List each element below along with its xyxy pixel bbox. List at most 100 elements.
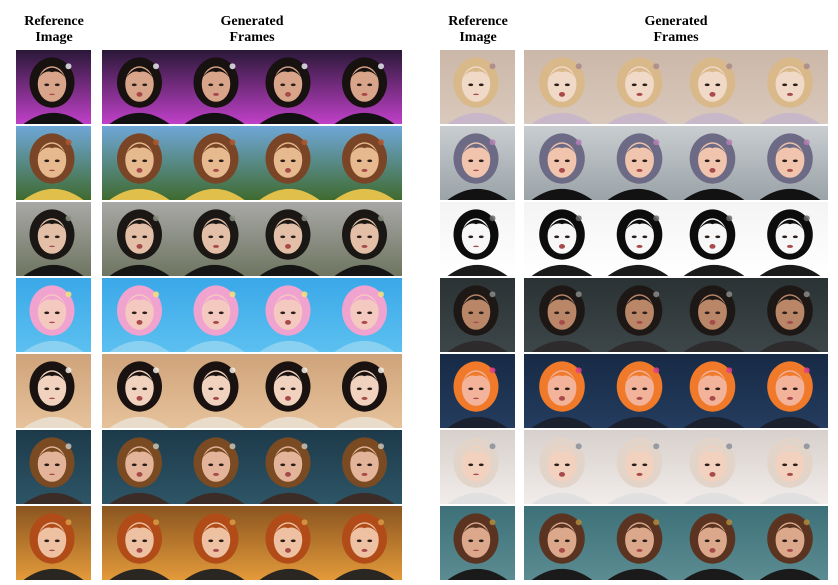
generated-frame — [102, 202, 177, 276]
reference-portrait — [440, 506, 515, 580]
generated-portrait — [102, 50, 177, 124]
generated-frame — [600, 430, 676, 504]
generated-frame — [252, 202, 327, 276]
generated-frame — [252, 430, 327, 504]
reference-portrait — [16, 202, 91, 276]
generated-portrait — [252, 50, 327, 124]
generated-portrait — [676, 50, 752, 124]
generated-frame — [524, 506, 600, 580]
reference-image — [16, 126, 91, 200]
reference-image — [440, 278, 515, 352]
generated-frame — [102, 278, 177, 352]
reference-portrait — [16, 430, 91, 504]
generated-portrait — [676, 506, 752, 580]
reference-image — [16, 506, 91, 580]
right-generated-header: Generated Frames — [524, 14, 828, 46]
generated-portrait — [252, 506, 327, 580]
reference-portrait — [16, 354, 91, 428]
generated-portrait — [524, 354, 600, 428]
generated-portrait — [600, 202, 676, 276]
reference-image — [16, 430, 91, 504]
generated-portrait — [676, 430, 752, 504]
generated-portrait — [102, 126, 177, 200]
generated-frame — [676, 126, 752, 200]
generated-portrait — [252, 278, 327, 352]
generated-portrait — [600, 430, 676, 504]
generated-frame — [327, 202, 402, 276]
right-reference-header-line2: Image — [459, 30, 497, 45]
generated-portrait — [600, 126, 676, 200]
generated-portrait — [177, 506, 252, 580]
generated-frame — [177, 506, 252, 580]
reference-image — [440, 430, 515, 504]
generated-portrait — [327, 506, 402, 580]
reference-image — [16, 278, 91, 352]
generated-frame — [177, 430, 252, 504]
reference-portrait — [16, 278, 91, 352]
generated-frame — [676, 202, 752, 276]
generated-frame — [102, 506, 177, 580]
generated-frame — [252, 278, 327, 352]
generated-frame — [600, 50, 676, 124]
reference-portrait — [440, 202, 515, 276]
reference-portrait — [440, 50, 515, 124]
reference-portrait — [440, 278, 515, 352]
left-reference-header-line1: Reference — [24, 14, 84, 29]
generated-frame — [327, 506, 402, 580]
generated-frame — [252, 50, 327, 124]
generated-portrait — [524, 202, 600, 276]
left-generated-header: Generated Frames — [102, 14, 402, 46]
generated-frame — [524, 430, 600, 504]
generated-frame — [177, 202, 252, 276]
generated-frame — [177, 126, 252, 200]
generated-frame — [177, 354, 252, 428]
generated-portrait — [752, 278, 828, 352]
generated-frame — [600, 126, 676, 200]
generated-frame — [752, 506, 828, 580]
generated-portrait — [752, 506, 828, 580]
right-reference-header: Reference Image — [438, 14, 518, 46]
generated-portrait — [524, 430, 600, 504]
generated-portrait — [676, 278, 752, 352]
reference-image — [440, 50, 515, 124]
generated-frame — [752, 202, 828, 276]
generated-portrait — [102, 430, 177, 504]
generated-frame — [524, 126, 600, 200]
reference-portrait — [440, 126, 515, 200]
left-generated-header-line1: Generated — [220, 14, 284, 29]
generated-portrait — [177, 50, 252, 124]
generated-portrait — [524, 50, 600, 124]
generated-portrait — [327, 126, 402, 200]
generated-portrait — [252, 430, 327, 504]
generated-frame — [600, 506, 676, 580]
right-reference-header-line1: Reference — [448, 14, 508, 29]
generated-portrait — [177, 126, 252, 200]
generated-portrait — [252, 126, 327, 200]
generated-frame — [252, 126, 327, 200]
generated-portrait — [524, 278, 600, 352]
generated-portrait — [252, 202, 327, 276]
left-reference-header: Reference Image — [14, 14, 94, 46]
generated-portrait — [524, 126, 600, 200]
reference-image — [440, 354, 515, 428]
generated-portrait — [676, 202, 752, 276]
generated-frame — [327, 126, 402, 200]
generated-frame — [102, 50, 177, 124]
generated-portrait — [252, 354, 327, 428]
generated-portrait — [177, 430, 252, 504]
generated-portrait — [327, 278, 402, 352]
generated-frame — [327, 354, 402, 428]
generated-frame — [600, 202, 676, 276]
generated-portrait — [676, 126, 752, 200]
generated-portrait — [327, 430, 402, 504]
generated-frame — [752, 126, 828, 200]
generated-frame — [177, 278, 252, 352]
generated-frame — [327, 50, 402, 124]
reference-image — [440, 202, 515, 276]
generated-frame — [752, 430, 828, 504]
generated-portrait — [177, 202, 252, 276]
generated-frame — [676, 430, 752, 504]
reference-image — [440, 506, 515, 580]
generated-frame — [752, 354, 828, 428]
generated-frame — [327, 430, 402, 504]
